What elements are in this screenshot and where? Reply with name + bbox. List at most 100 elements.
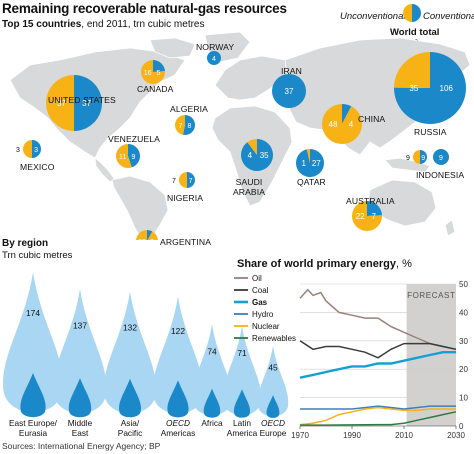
pie-slice-conventional bbox=[74, 75, 102, 131]
region-flame-oecd-americas: 122 bbox=[152, 296, 204, 418]
region-label-oecd-americas: OECD Americas bbox=[160, 418, 196, 438]
region-flame-asia-pacific: 132 bbox=[103, 291, 157, 418]
pie-slice-unconventional bbox=[136, 230, 158, 240]
region-label-latin-america: Latin America bbox=[226, 418, 258, 438]
legend-pie-icon bbox=[403, 4, 421, 22]
pie-value-unconventional: 4 bbox=[248, 151, 253, 160]
pie-slice-conventional bbox=[207, 51, 221, 65]
country-label-australia: AUSTRALIA bbox=[346, 196, 395, 206]
country-label-indonesia: INDONESIA bbox=[416, 170, 465, 180]
flame-outer bbox=[257, 345, 289, 417]
country-label-algeria: ALGERIA bbox=[170, 104, 208, 114]
pie-slice-conventional bbox=[182, 115, 195, 135]
country-label-argentina: ARGENTINA bbox=[160, 237, 212, 247]
region-label-east-europe-eurasia: East Europe/Eurasia bbox=[9, 418, 57, 438]
pie-value-unconventional: 7 bbox=[172, 178, 176, 185]
pie-value-unconventional: 1 bbox=[301, 159, 306, 168]
pie-value-unconventional: 22 bbox=[356, 212, 365, 221]
pie-venezuela: 11 9 bbox=[116, 144, 140, 168]
country-label-nigeria: NIGERIA bbox=[167, 193, 204, 203]
region-value: 174 bbox=[26, 308, 40, 318]
pie-value-conventional: 7 bbox=[189, 178, 193, 185]
flame-core bbox=[68, 378, 92, 418]
country-label-norway: NORWAY bbox=[196, 42, 235, 52]
pie-value-conventional: 2 bbox=[150, 239, 154, 240]
series-line-nuclear bbox=[299, 406, 456, 426]
pie-value-conventional: 4 bbox=[349, 120, 354, 129]
region-subtitle: Trn cubic metres bbox=[2, 250, 73, 261]
legend-unconventional-label: Unconventional bbox=[340, 11, 406, 22]
y-tick-label: 10 bbox=[459, 394, 468, 403]
pie-value-unconventional: 9 bbox=[406, 155, 410, 162]
country-label-russia: RUSSIA bbox=[414, 127, 447, 137]
legend-label-oil: Oil bbox=[252, 274, 262, 283]
region-label-oecd-europe: OECD Europe bbox=[259, 418, 287, 438]
pie-slice-conventional bbox=[393, 52, 466, 124]
region-flames: 174 137 132 122 74 71 45 bbox=[3, 272, 289, 418]
pie-slice-unconventional bbox=[174, 115, 185, 135]
pie-value-conventional: 37 bbox=[285, 87, 294, 96]
country-label-mexico: MEXICO bbox=[20, 162, 55, 172]
legend-label-gas: Gas bbox=[252, 298, 268, 307]
country-label-china: CHINA bbox=[358, 114, 386, 124]
region-flame-middle-east: 137 bbox=[53, 288, 107, 418]
pie-slice-unconventional bbox=[179, 172, 187, 188]
pie-value-unconventional: 11 bbox=[119, 154, 126, 161]
y-tick-label: 30 bbox=[459, 337, 468, 346]
pie-value-unconventional: 35 bbox=[409, 84, 418, 93]
pie-value-unconventional: 37 bbox=[57, 99, 66, 108]
flame-core bbox=[167, 380, 189, 418]
chart-title: Remaining recoverable natural-gas resour… bbox=[2, 1, 287, 16]
pie-value-unconventional: 16 bbox=[144, 70, 152, 77]
region-label-asia-pacific: Asia/Pacific bbox=[117, 418, 143, 438]
sources-note: Sources: International Energy Agency; BP bbox=[2, 441, 161, 451]
region-value: 137 bbox=[73, 321, 87, 331]
pie-value-conventional: 106 bbox=[440, 84, 454, 93]
pie-value-conventional: 37 bbox=[82, 99, 91, 108]
flame-core bbox=[119, 378, 141, 418]
y-tick-label: 0 bbox=[459, 422, 464, 431]
pie-slice-unconventional bbox=[23, 140, 32, 158]
pie-value-conventional: 27 bbox=[312, 159, 321, 168]
forecast-label: FORECAST bbox=[407, 291, 455, 300]
flame-outer bbox=[53, 288, 107, 414]
pie-norway: 4 bbox=[207, 51, 221, 65]
pie-slice-conventional bbox=[342, 104, 352, 124]
region-value: 45 bbox=[268, 363, 278, 373]
country-label-saudi-arabia: SAUDI ARABIA bbox=[232, 177, 266, 197]
region-label-africa: Africa bbox=[201, 418, 223, 428]
region-title: By region bbox=[2, 238, 49, 249]
flame-outer bbox=[103, 291, 157, 414]
pie-value-conventional: 8 bbox=[188, 123, 192, 130]
legend-label-nuclear: Nuclear bbox=[252, 322, 280, 331]
chart-subtitle: Top 15 countries, end 2011, trn cubic me… bbox=[2, 19, 205, 30]
country-pies: 3737165435106374847811933435127999772272… bbox=[16, 51, 466, 240]
country-label-canada: CANADA bbox=[137, 84, 174, 94]
pie-value-unconventional: 7 bbox=[179, 123, 183, 130]
x-tick-label: 2030 bbox=[447, 431, 465, 440]
y-tick-label: 20 bbox=[459, 365, 468, 374]
pie-slice-unconventional bbox=[306, 149, 310, 163]
region-value: 74 bbox=[207, 347, 217, 357]
pie-slice-unconventional bbox=[116, 144, 132, 168]
pie-value-unconventional: 23 bbox=[138, 239, 146, 240]
pie-value-conventional: 9 bbox=[439, 155, 443, 162]
pie-slice-conventional bbox=[187, 172, 195, 188]
pie-saudi-arabia: 4 35 bbox=[241, 139, 273, 172]
flame-core bbox=[20, 373, 46, 418]
legend-label-renewables: Renewables bbox=[252, 334, 296, 343]
country-label-united-states: UNITED STATES bbox=[48, 95, 116, 105]
pie-value-conventional: 7 bbox=[372, 212, 377, 221]
region-value: 71 bbox=[237, 348, 247, 358]
legend-conventional-label: Conventional bbox=[423, 11, 474, 22]
y-tick-label: 50 bbox=[459, 280, 468, 289]
country-label-venezuela: VENEZUELA bbox=[108, 134, 161, 144]
flame-outer bbox=[222, 326, 262, 416]
pie-value-unconventional: 48 bbox=[329, 120, 338, 129]
pie-value-conventional: 4 bbox=[212, 56, 216, 63]
pie-slice-conventional bbox=[433, 149, 449, 165]
series-line-coal bbox=[299, 340, 457, 359]
region-flame-east-europe-eurasia: 174 bbox=[3, 272, 63, 418]
share-chart-title: Share of world primary energy, % bbox=[237, 258, 412, 270]
